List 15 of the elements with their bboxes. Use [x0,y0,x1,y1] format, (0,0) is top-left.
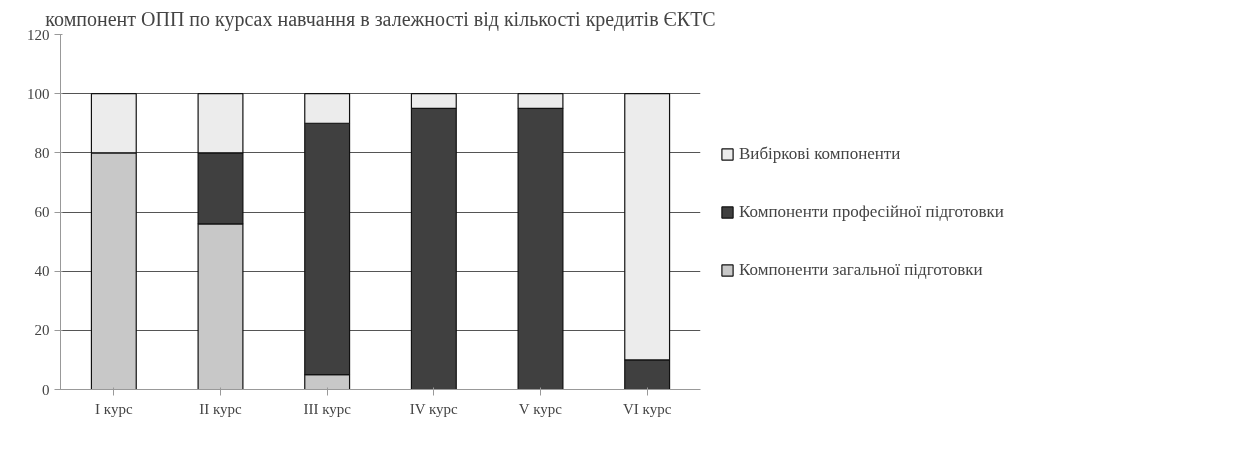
y-tick-label: 100 [27,85,50,102]
x-tick-label: V курс [518,400,563,417]
y-tick-label: 40 [34,263,50,280]
x-tick-label: IV курс [409,400,459,417]
y-tick-label: 60 [34,204,50,220]
legend-label: Вибіркові компоненти [739,143,901,164]
x-tick-label: II курс [199,400,243,417]
y-tick-label: 0 [42,381,50,398]
y-tick-label: 20 [34,322,50,339]
y-tick-label: 80 [34,144,50,161]
legend-label: Компоненти професійної підготовки [739,201,1004,222]
legend-label: Компоненти загальної підготовки [739,259,983,280]
x-tick-label: I курс [95,400,133,417]
x-tick-label: III курс [303,400,352,417]
x-tick-label: VI курс [623,400,672,417]
